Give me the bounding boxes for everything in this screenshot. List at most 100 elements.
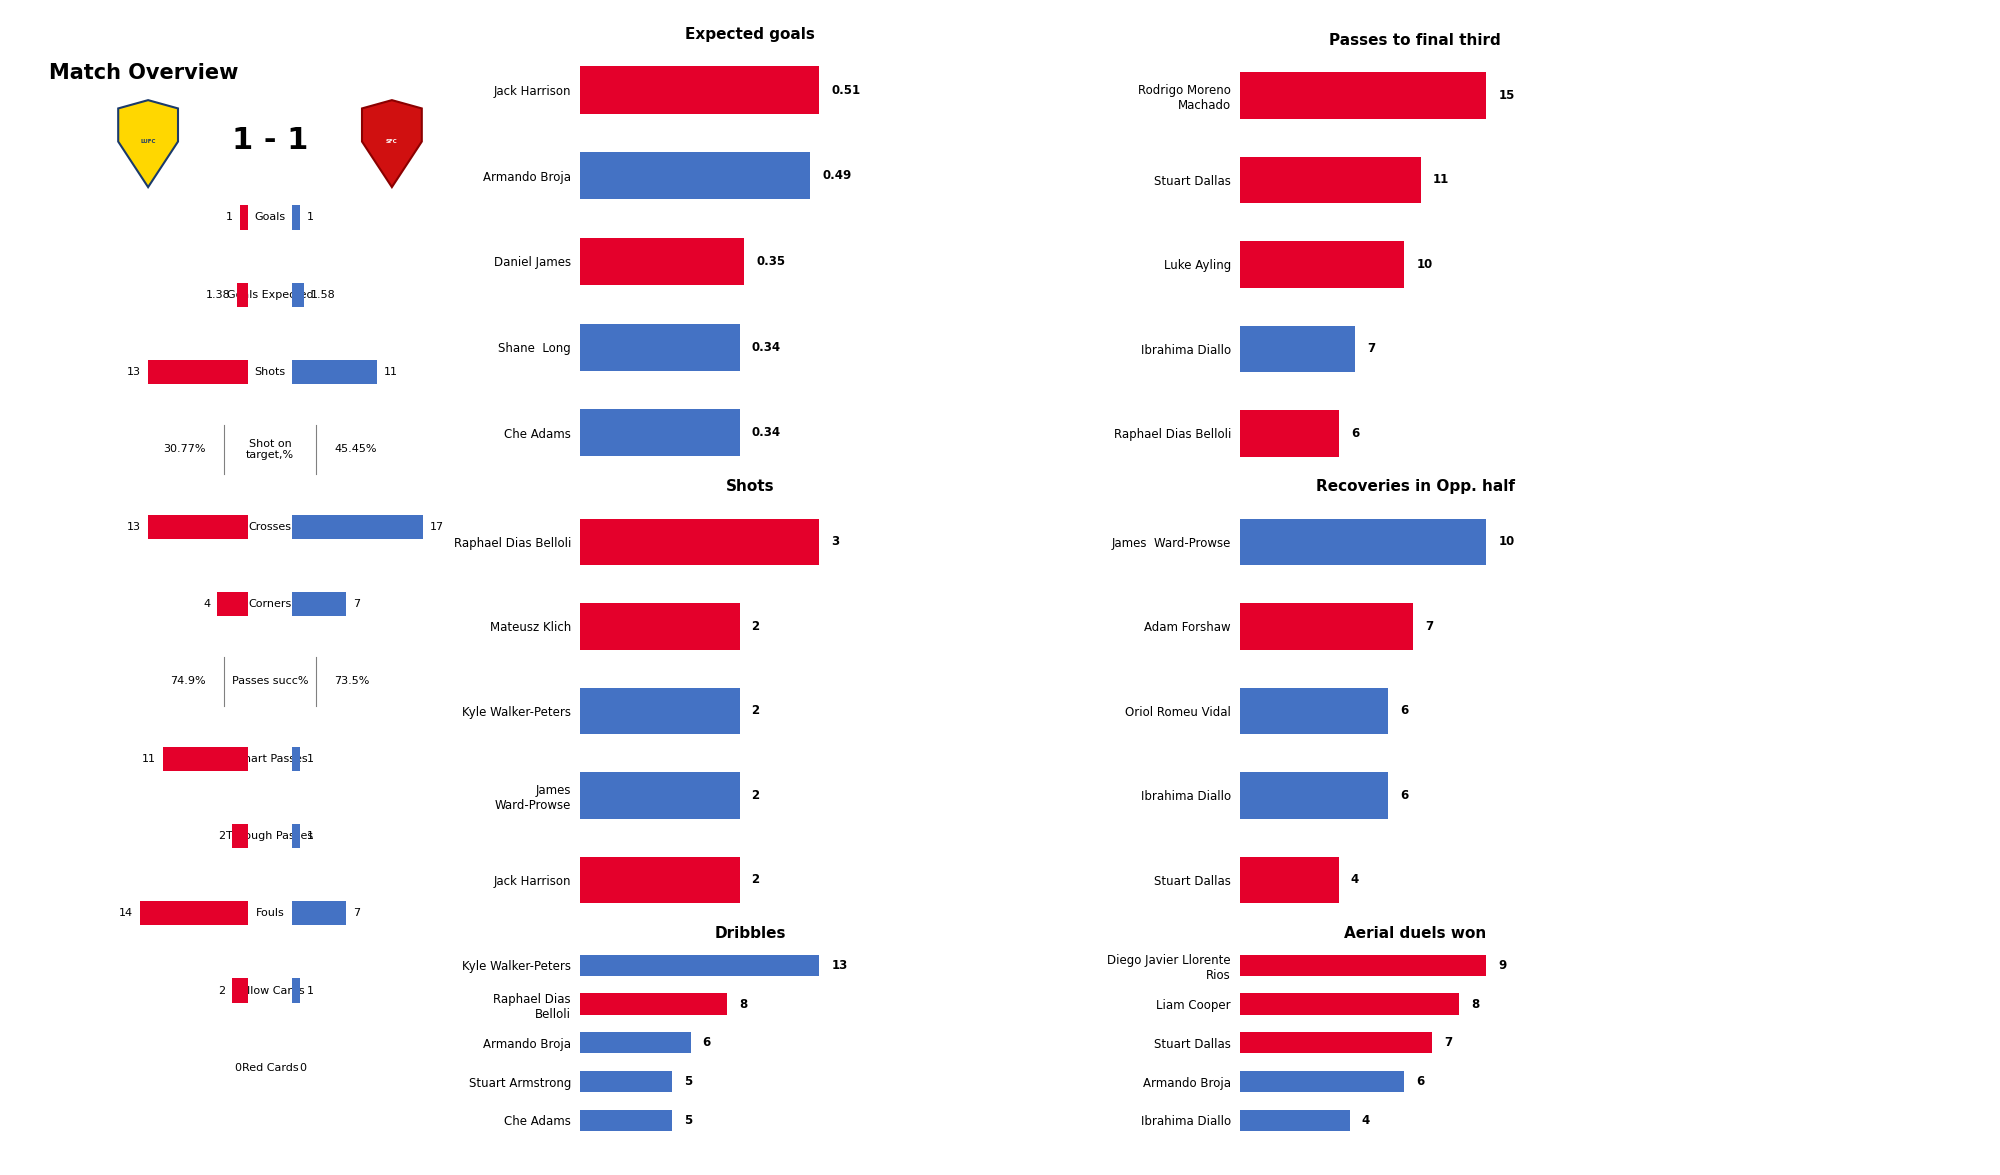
Text: 0.34: 0.34 xyxy=(752,427,780,439)
Text: 6: 6 xyxy=(702,1036,710,1049)
Text: 1.38: 1.38 xyxy=(206,290,230,300)
Text: 4: 4 xyxy=(204,599,210,609)
Bar xyxy=(140,901,248,926)
Polygon shape xyxy=(118,100,178,187)
Bar xyxy=(292,592,346,616)
Text: 6: 6 xyxy=(1400,704,1408,718)
Text: 1: 1 xyxy=(226,213,234,222)
Text: 5: 5 xyxy=(684,1075,692,1088)
Text: Yellow Cards: Yellow Cards xyxy=(236,986,304,995)
Text: 1 - 1: 1 - 1 xyxy=(232,126,308,155)
Bar xyxy=(1240,603,1412,650)
Text: 0: 0 xyxy=(234,1063,242,1073)
Bar xyxy=(292,206,300,229)
Bar xyxy=(218,592,248,616)
Text: 10: 10 xyxy=(1416,257,1432,271)
Text: 3: 3 xyxy=(832,536,840,549)
Text: 7: 7 xyxy=(1424,620,1432,633)
Bar xyxy=(1240,1109,1350,1130)
Bar xyxy=(232,979,248,1002)
Text: Goals Expected: Goals Expected xyxy=(226,290,314,300)
Text: 2: 2 xyxy=(752,788,760,801)
Bar xyxy=(292,979,300,1002)
Text: Through Passes: Through Passes xyxy=(226,831,314,841)
Bar xyxy=(1240,72,1486,119)
Text: Shot on
target,%: Shot on target,% xyxy=(246,438,294,461)
Text: 1: 1 xyxy=(306,213,314,222)
Bar xyxy=(164,746,248,771)
Polygon shape xyxy=(362,100,422,187)
Bar xyxy=(148,515,248,539)
Text: 15: 15 xyxy=(1498,89,1516,102)
Text: 9: 9 xyxy=(1498,959,1508,972)
Title: Dribbles: Dribbles xyxy=(714,926,786,940)
Text: 6: 6 xyxy=(1400,788,1408,801)
Bar xyxy=(1240,857,1338,904)
Bar xyxy=(580,518,820,565)
Text: 1: 1 xyxy=(306,986,314,995)
Bar xyxy=(1240,241,1404,288)
Title: Expected goals: Expected goals xyxy=(686,27,814,41)
Text: 0.49: 0.49 xyxy=(822,169,852,182)
Title: Shots: Shots xyxy=(726,479,774,494)
Text: Goals: Goals xyxy=(254,213,286,222)
Bar xyxy=(580,237,744,286)
Text: 2: 2 xyxy=(218,831,226,841)
Text: Red Cards: Red Cards xyxy=(242,1063,298,1073)
Text: Passes succ%: Passes succ% xyxy=(232,677,308,686)
Text: 17: 17 xyxy=(430,522,444,532)
Text: Smart Passes: Smart Passes xyxy=(232,753,308,764)
Bar xyxy=(1240,993,1460,1015)
Bar xyxy=(580,1109,672,1130)
Text: SFC: SFC xyxy=(386,139,398,145)
Text: 0.51: 0.51 xyxy=(832,83,860,96)
Bar xyxy=(580,409,740,456)
Bar xyxy=(580,954,820,976)
Text: 14: 14 xyxy=(118,908,134,919)
Bar xyxy=(580,603,740,650)
Title: Recoveries in Opp. half: Recoveries in Opp. half xyxy=(1316,479,1514,494)
Text: 1: 1 xyxy=(306,831,314,841)
Bar xyxy=(580,1032,690,1054)
Bar xyxy=(238,283,248,307)
Bar xyxy=(580,153,810,200)
Text: 7: 7 xyxy=(352,908,360,919)
Text: 13: 13 xyxy=(126,367,140,377)
Text: 13: 13 xyxy=(832,959,848,972)
Bar xyxy=(1240,687,1388,734)
Bar xyxy=(1240,325,1356,372)
Text: LUFC: LUFC xyxy=(140,139,156,145)
Bar xyxy=(292,283,304,307)
Bar xyxy=(580,687,740,734)
Text: 2: 2 xyxy=(752,620,760,633)
Text: 0.35: 0.35 xyxy=(756,255,786,268)
Bar xyxy=(1240,1032,1432,1054)
Bar xyxy=(292,901,346,926)
Bar xyxy=(1240,410,1338,457)
Text: 7: 7 xyxy=(1368,342,1376,355)
Text: 10: 10 xyxy=(1498,536,1516,549)
Text: Match Overview: Match Overview xyxy=(50,62,238,83)
Bar xyxy=(292,746,300,771)
Bar xyxy=(240,206,248,229)
Bar xyxy=(1240,772,1388,819)
Bar xyxy=(1240,156,1420,203)
Text: 1.58: 1.58 xyxy=(312,290,336,300)
Text: 0: 0 xyxy=(298,1063,306,1073)
Bar xyxy=(580,993,728,1015)
Text: 2: 2 xyxy=(218,986,226,995)
Bar xyxy=(292,360,376,384)
Bar xyxy=(232,824,248,848)
Text: 2: 2 xyxy=(752,704,760,718)
Text: Fouls: Fouls xyxy=(256,908,284,919)
Bar xyxy=(292,824,300,848)
Text: 4: 4 xyxy=(1362,1114,1370,1127)
Text: 2: 2 xyxy=(752,873,760,886)
Title: Aerial duels won: Aerial duels won xyxy=(1344,926,1486,940)
Text: 1: 1 xyxy=(306,753,314,764)
Bar xyxy=(1240,518,1486,565)
Text: 7: 7 xyxy=(1444,1036,1452,1049)
Bar xyxy=(580,772,740,819)
Bar xyxy=(580,323,740,370)
Text: 11: 11 xyxy=(1434,174,1450,187)
